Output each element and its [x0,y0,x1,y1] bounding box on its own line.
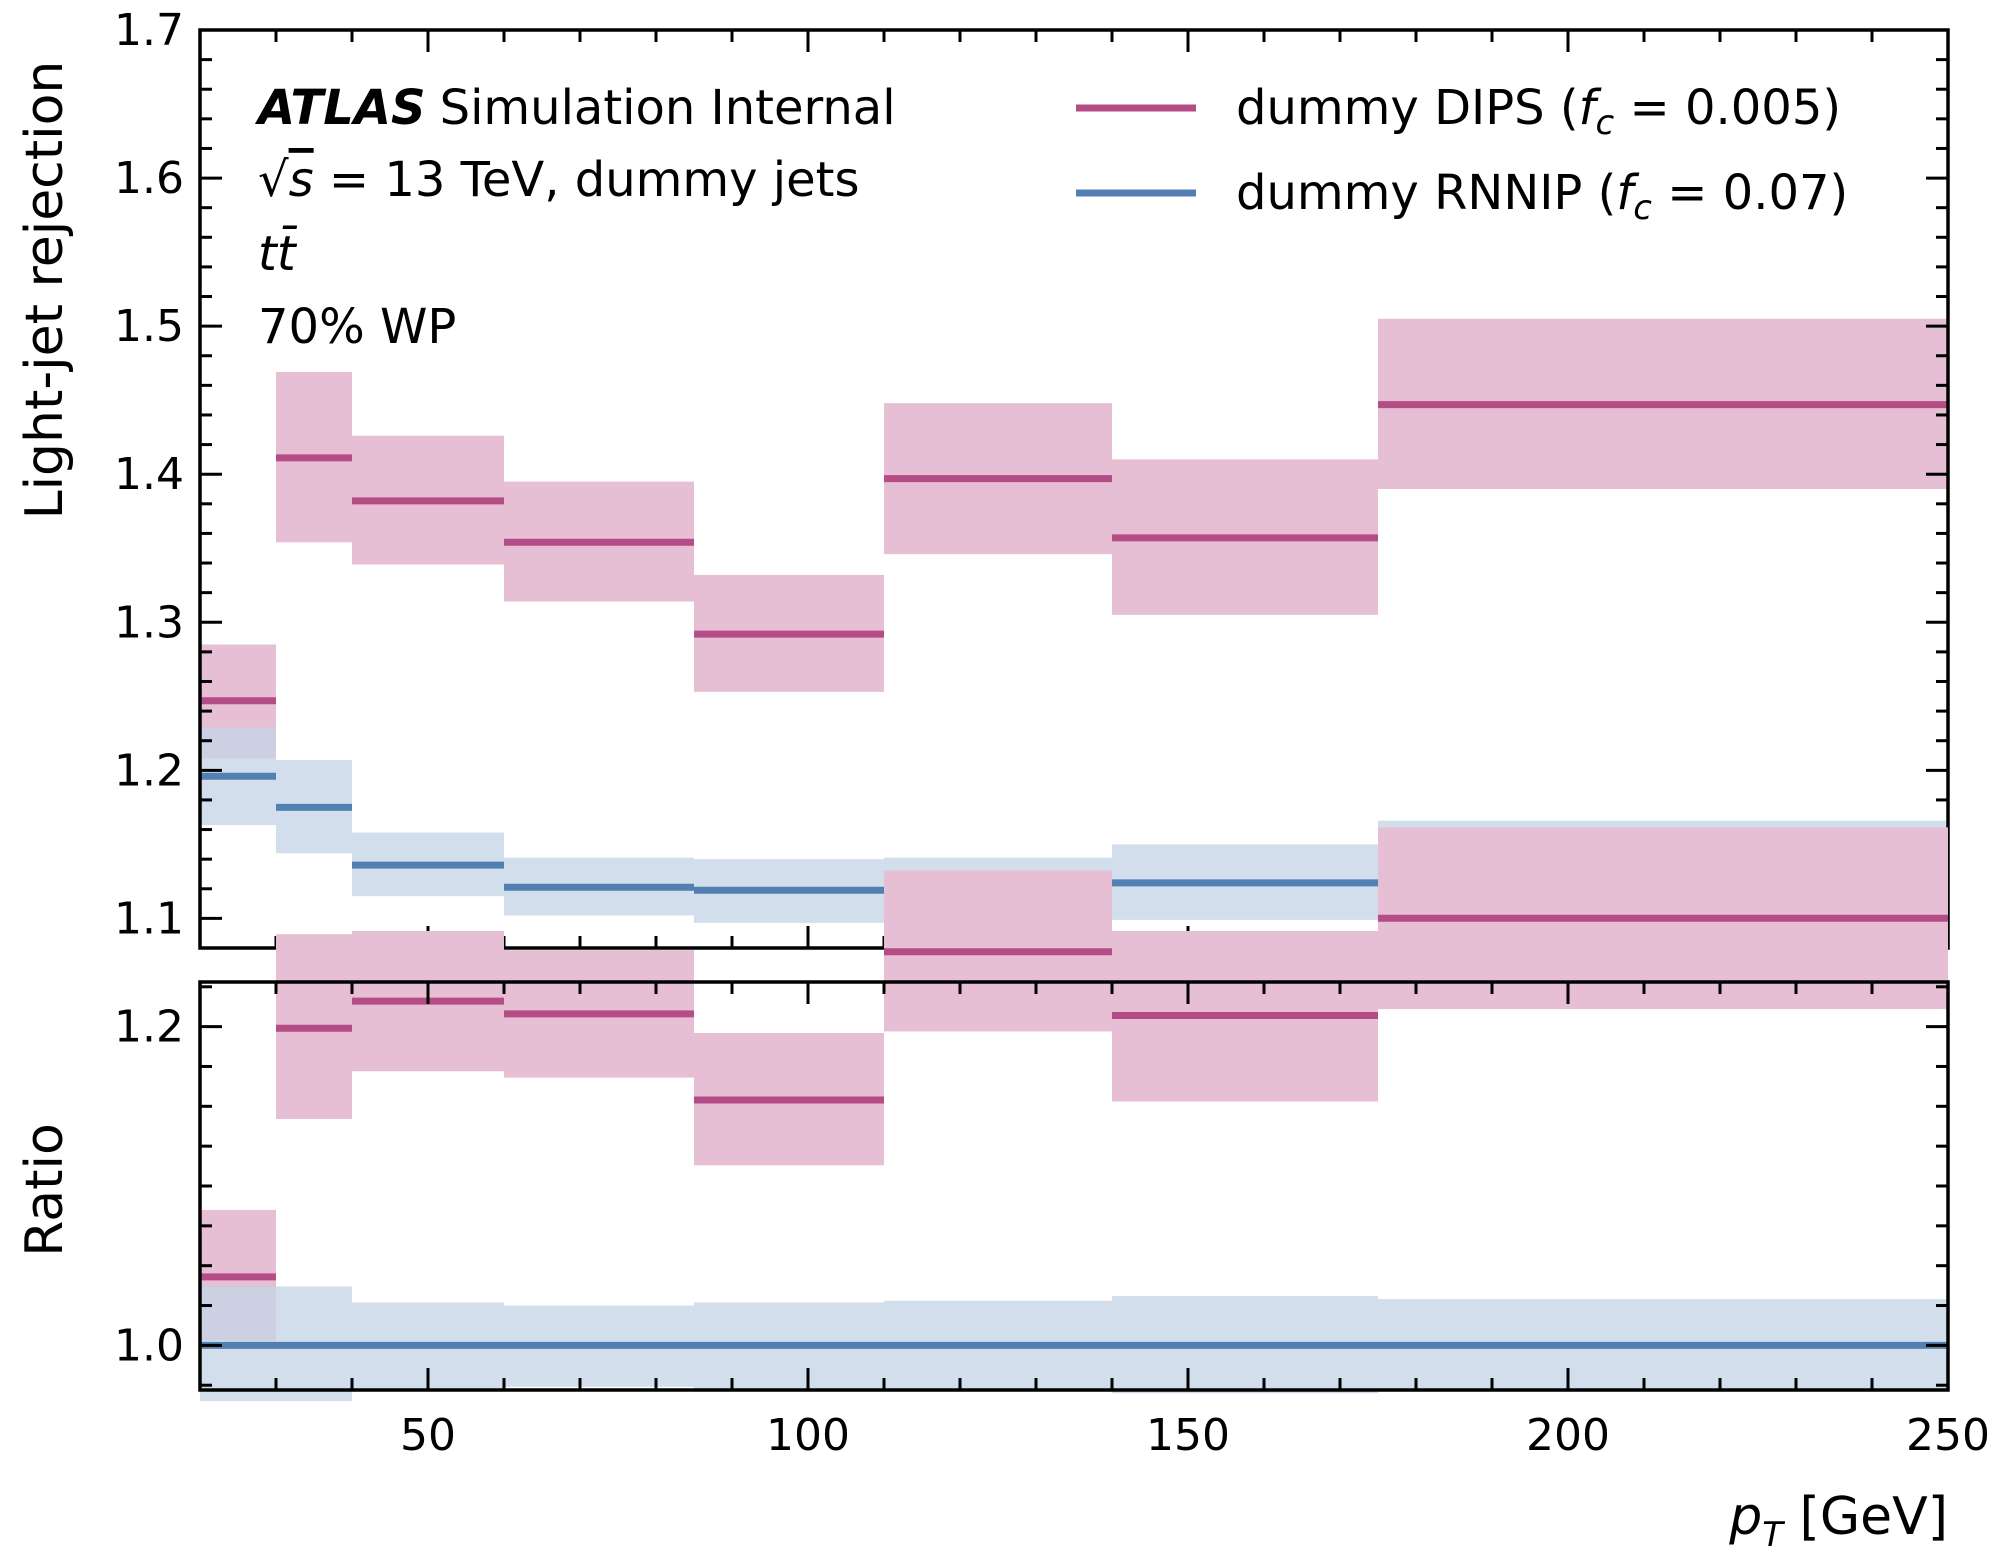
main-y-tick-label: 1.3 [114,597,184,648]
ratio-y-axis-title: Ratio [15,1123,75,1257]
ratio-lines [200,914,1948,1349]
atlas-label-wp: 70% WP [258,299,456,355]
atlas-label-sample: tt̄ [258,225,298,282]
legend-rnnip-label: dummy RNNIP (fc = 0.07) [1236,165,1848,228]
main-y-tick-label: 1.2 [114,745,184,796]
ratio-panel: 1.0 1.2 50 100 150 200 250 [114,827,1990,1461]
main-y-tick-label: 1.4 [114,449,184,500]
main-y-tick-label: 1.6 [114,153,184,204]
ratio-frame [198,980,1950,1392]
main-ticks [200,28,1948,950]
x-tick-label: 50 [400,1410,456,1461]
legend-dips-label: dummy DIPS (fc = 0.005) [1236,80,1841,143]
x-tick-label: 100 [766,1410,850,1461]
atlas-label-atlas: ATLAS [254,80,426,136]
main-y-tick-labels: 1.1 1.2 1.3 1.4 1.5 1.6 1.7 [114,5,184,944]
atlas-label-energy: √s = 13 TeV, dummy jets [258,152,860,208]
main-y-tick-label: 1.7 [114,5,184,56]
ratio-y-tick-labels: 1.0 1.2 [114,1002,184,1372]
x-tick-label: 150 [1146,1410,1230,1461]
ratio-y-tick-label: 1.2 [114,1002,184,1053]
x-tick-label: 250 [1906,1410,1990,1461]
main-y-tick-label: 1.5 [114,301,184,352]
ratio-y-tick-label: 1.0 [114,1320,184,1371]
x-tick-labels: 50 100 150 200 250 [400,1410,1990,1461]
ratio-bands [200,827,1948,1402]
main-y-axis-title: Light-jet rejection [15,61,75,520]
main-y-tick-label: 1.1 [114,893,184,944]
x-axis-title: pT [GeV] [1728,1487,1948,1555]
atlas-label-status: Simulation Internal [440,80,896,136]
ratio-ticks [200,982,1948,1390]
main-panel: 1.1 1.2 1.3 1.4 1.5 1.6 1.7 [114,5,1950,950]
x-tick-label: 200 [1526,1410,1610,1461]
atlas-label: ATLAS Simulation Internal √s = 13 TeV, du… [254,80,896,355]
legend: dummy DIPS (fc = 0.005) dummy RNNIP (fc … [1076,80,1848,228]
